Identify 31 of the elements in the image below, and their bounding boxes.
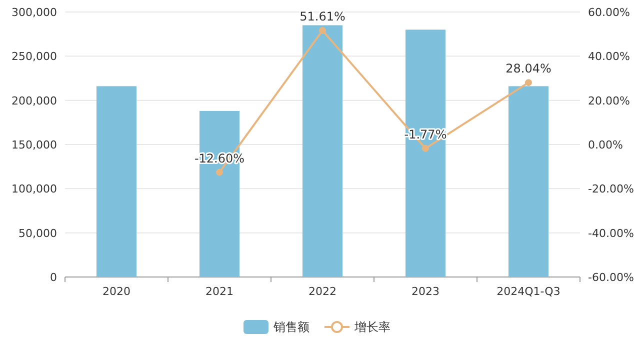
- data-label: 28.04%: [506, 62, 552, 76]
- y2-tick-label: -60.00%: [588, 271, 634, 284]
- x-tick-label: 2021: [206, 285, 234, 298]
- y2-tick-label: 40.00%: [588, 50, 630, 64]
- data-label: 51.61%: [300, 10, 346, 24]
- point: [525, 79, 532, 86]
- point: [319, 27, 326, 34]
- x-tick-label: 2023: [412, 285, 440, 298]
- y-tick-label: 50,000: [18, 226, 57, 240]
- bar: [508, 86, 548, 277]
- y-tick-label: 100,000: [12, 182, 57, 196]
- y2-tick-label: -20.00%: [588, 182, 634, 196]
- x-tick-label: 2022: [308, 285, 336, 298]
- y2-tick-label: 60.00%: [588, 6, 630, 19]
- y-tick-label: 300,000: [12, 6, 57, 19]
- point: [216, 168, 223, 176]
- x-tick-label: 2020: [102, 285, 130, 298]
- bar: [406, 30, 446, 277]
- y-tick-label: 0: [50, 271, 57, 284]
- y-tick-label: 200,000: [12, 94, 57, 108]
- legend-label: 销售额: [272, 320, 310, 334]
- x-tick-label: 2024Q1-Q3: [496, 285, 560, 298]
- y2-tick-label: 20.00%: [588, 94, 630, 108]
- y-tick-label: 150,000: [12, 138, 57, 152]
- bar: [96, 86, 136, 277]
- point: [422, 144, 429, 152]
- bar: [302, 25, 342, 277]
- y2-tick-label: -40.00%: [588, 226, 634, 240]
- legend-label: 增长率: [354, 320, 390, 334]
- y-tick-label: 250,000: [12, 50, 57, 64]
- y2-tick-label: 0.00%: [588, 138, 623, 152]
